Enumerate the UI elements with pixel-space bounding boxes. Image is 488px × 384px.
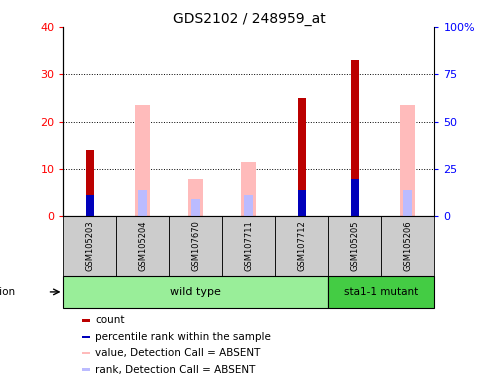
Bar (351, 60, 359, 217)
Title: GDS2102 / 248959_at: GDS2102 / 248959_at (172, 12, 325, 26)
Text: genotype/variation: genotype/variation (0, 287, 15, 297)
Bar (242, 162, 256, 217)
Text: value, Detection Call = ABSENT: value, Detection Call = ABSENT (95, 348, 261, 358)
Bar (82, 336, 90, 338)
Text: GSM105203: GSM105203 (85, 221, 95, 271)
Bar (244, 195, 253, 217)
Bar (191, 199, 201, 217)
Bar (298, 190, 306, 217)
Text: GSM107711: GSM107711 (244, 221, 253, 271)
Bar (82, 368, 90, 371)
Bar (188, 179, 203, 217)
Bar (82, 352, 90, 354)
Bar (117, 217, 169, 276)
Text: GSM105205: GSM105205 (350, 221, 359, 271)
Bar (328, 217, 381, 276)
Bar (275, 217, 328, 276)
Bar (86, 195, 94, 217)
Bar (169, 217, 223, 276)
Bar (351, 179, 359, 217)
Bar (136, 105, 150, 217)
Bar (82, 319, 90, 322)
Bar (328, 276, 434, 308)
Bar (298, 98, 306, 217)
Text: percentile rank within the sample: percentile rank within the sample (95, 332, 271, 342)
Bar (63, 217, 117, 276)
Bar (139, 190, 147, 217)
Text: GSM107712: GSM107712 (297, 221, 306, 271)
Text: wild type: wild type (170, 287, 222, 297)
Bar (223, 217, 275, 276)
Text: rank, Detection Call = ABSENT: rank, Detection Call = ABSENT (95, 364, 256, 374)
Bar (86, 150, 94, 217)
Bar (381, 217, 434, 276)
Bar (401, 105, 415, 217)
Bar (63, 276, 328, 308)
Text: GSM105206: GSM105206 (403, 221, 412, 271)
Text: GSM105204: GSM105204 (139, 221, 147, 271)
Text: count: count (95, 316, 125, 326)
Text: GSM107670: GSM107670 (191, 220, 201, 271)
Bar (404, 190, 412, 217)
Text: sta1-1 mutant: sta1-1 mutant (344, 287, 419, 297)
